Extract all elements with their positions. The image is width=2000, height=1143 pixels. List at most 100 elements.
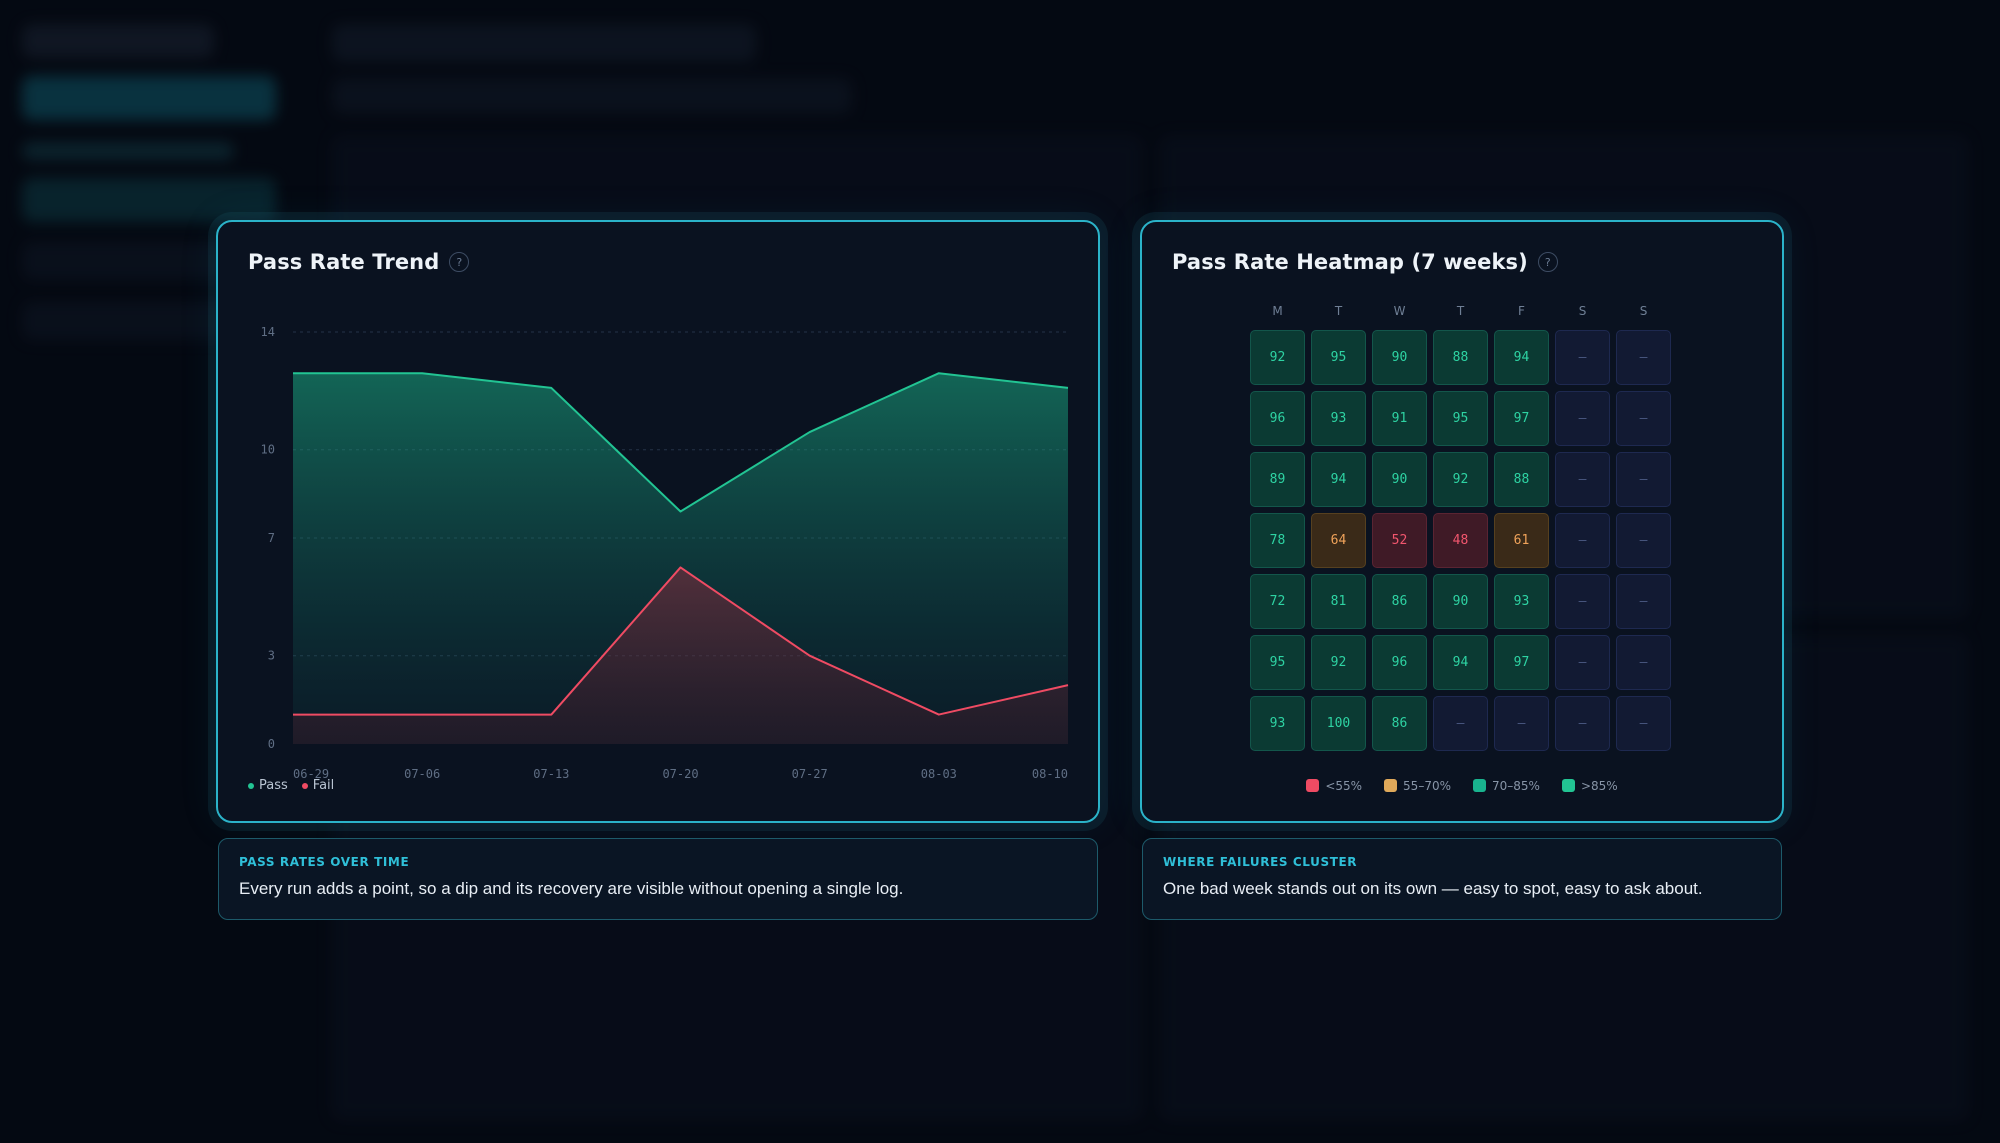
legend-item: >85% (1561, 779, 1618, 793)
heatmap-grid: 92 95 90 88 94– –96 93 91 95 97– –89 94 90 92 88– –78 64… (1250, 330, 1671, 751)
legend-item: 70–85% (1473, 779, 1540, 793)
heatmap-card-title: Pass Rate Heatmap (7 weeks) ? (1172, 250, 1558, 274)
trend-caption: PASS RATES OVER TIME Every run adds a po… (218, 838, 1098, 920)
heatmap-day-headers: M T W T F S S (1250, 304, 1671, 318)
heatmap-cell[interactable]: 81 (1311, 574, 1366, 629)
heatmap-cell[interactable]: 72 (1250, 574, 1305, 629)
heatmap-cell[interactable]: – (1616, 513, 1671, 568)
bg-subheading (332, 78, 852, 114)
day-label: F (1518, 304, 1525, 318)
heatmap-cell[interactable]: 90 (1372, 452, 1427, 507)
bg-logo (22, 24, 214, 58)
heatmap-cell[interactable]: 95 (1311, 330, 1366, 385)
heatmap-cell[interactable]: – (1555, 574, 1610, 629)
heatmap-cell[interactable]: 95 (1433, 391, 1488, 446)
heatmap-cell[interactable]: 95 (1250, 635, 1305, 690)
day-label: W (1393, 304, 1406, 318)
heatmap-legend: <55% 55–70% 70–85% >85% (1142, 779, 1782, 793)
help-icon[interactable]: ? (449, 252, 470, 272)
heatmap-cell[interactable]: 94 (1433, 635, 1488, 690)
heatmap-cell[interactable]: 93 (1250, 696, 1305, 751)
x-tick-label: 07-13 (533, 767, 569, 781)
heatmap-cell[interactable]: – (1555, 635, 1610, 690)
heatmap-cell[interactable]: – (1616, 452, 1671, 507)
day-label: S (1578, 304, 1587, 318)
bg-nav-active (22, 76, 276, 120)
heatmap-cell[interactable]: 92 (1433, 452, 1488, 507)
fail-area (293, 567, 1068, 744)
pass-line (293, 372, 1069, 513)
y-tick-label: 0 (268, 737, 275, 751)
heatmap-cell[interactable]: 90 (1433, 574, 1488, 629)
heatmap-cell[interactable]: – (1494, 696, 1549, 751)
heatmap-cell[interactable]: 88 (1494, 452, 1549, 507)
heatmap-cell[interactable]: 92 (1250, 330, 1305, 385)
bg-nav-item (22, 142, 234, 160)
caption-kicker: WHERE FAILURES CLUSTER (1163, 855, 1358, 869)
swatch-icon (1561, 779, 1575, 792)
heatmap-cell[interactable]: 93 (1494, 574, 1549, 629)
heatmap-cell[interactable]: 86 (1372, 696, 1427, 751)
heatmap-cell[interactable]: 88 (1433, 330, 1488, 385)
heatmap-cell[interactable]: – (1616, 635, 1671, 690)
pass-dot-icon (248, 782, 254, 789)
heatmap-cell[interactable]: 52 (1372, 513, 1427, 568)
fail-line (293, 566, 1069, 716)
heatmap-cell[interactable]: – (1555, 452, 1610, 507)
heatmap-cell[interactable]: 97 (1494, 635, 1549, 690)
heatmap-cell[interactable]: 86 (1372, 574, 1427, 629)
trend-card-title: Pass Rate Trend ? (248, 250, 470, 274)
heatmap-cell[interactable]: – (1555, 330, 1610, 385)
heatmap-cell[interactable]: – (1616, 391, 1671, 446)
heatmap-cell[interactable]: – (1555, 696, 1610, 751)
x-tick-label: 08-10 (1032, 767, 1068, 781)
legend-item: <55% (1306, 779, 1362, 793)
swatch-icon (1384, 779, 1398, 792)
legend-item: 55–70% (1384, 779, 1451, 793)
heatmap-cell[interactable]: 96 (1250, 391, 1305, 446)
heatmap-cell[interactable]: 64 (1311, 513, 1366, 568)
caption-kicker: PASS RATES OVER TIME (239, 855, 410, 869)
heatmap-cell[interactable]: 90 (1372, 330, 1427, 385)
heatmap-cell[interactable]: 89 (1250, 452, 1305, 507)
trend-legend: Pass Fail (248, 778, 334, 793)
heatmap-cell[interactable]: 97 (1494, 391, 1549, 446)
y-tick-label: 10 (261, 443, 275, 457)
heatmap-cell[interactable]: – (1433, 696, 1488, 751)
pass-rate-heatmap-card: Pass Rate Heatmap (7 weeks) ? M T W T F … (1140, 220, 1784, 823)
heatmap-cell[interactable]: – (1616, 330, 1671, 385)
day-label: S (1639, 304, 1648, 318)
help-icon[interactable]: ? (1537, 252, 1558, 272)
heatmap-cell[interactable]: 94 (1494, 330, 1549, 385)
heatmap-cell[interactable]: 78 (1250, 513, 1305, 568)
heatmap-cell[interactable]: – (1616, 696, 1671, 751)
heatmap-cell[interactable]: 96 (1372, 635, 1427, 690)
heatmap-cell[interactable]: 48 (1433, 513, 1488, 568)
heatmap-cell[interactable]: 94 (1311, 452, 1366, 507)
y-tick-label: 3 (268, 649, 275, 663)
y-tick-label: 7 (268, 531, 275, 545)
caption-text: Every run adds a point, so a dip and its… (239, 879, 904, 898)
y-tick-label: 14 (261, 325, 275, 339)
x-tick-label: 07-27 (792, 767, 828, 781)
bg-heading (332, 24, 756, 62)
heatmap-title-text: Pass Rate Heatmap (7 weeks) (1172, 250, 1528, 274)
day-label: T (1334, 304, 1343, 318)
heatmap-cell[interactable]: 100 (1311, 696, 1366, 751)
heatmap-cell[interactable]: – (1616, 574, 1671, 629)
heatmap-cell[interactable]: 93 (1311, 391, 1366, 446)
fail-dot-icon (301, 782, 308, 789)
swatch-icon (1473, 779, 1486, 792)
heatmap-cell[interactable]: 91 (1372, 391, 1427, 446)
x-tick-label: 07-06 (404, 767, 440, 781)
heatmap-cell[interactable]: 92 (1311, 635, 1366, 690)
heatmap-cell[interactable]: 61 (1494, 513, 1549, 568)
trend-title-text: Pass Rate Trend (248, 250, 440, 274)
pass-rate-trend-chart: 14 10 7 3 0 06-29 07-06 07-13 07-20 07-27 08-03 08-… (261, 325, 1069, 781)
day-label: M (1272, 304, 1283, 318)
x-tick-label: 06-29 (293, 767, 329, 781)
heatmap-cell[interactable]: – (1555, 391, 1610, 446)
heatmap-cell[interactable]: – (1555, 513, 1610, 568)
day-label: T (1456, 304, 1465, 318)
x-tick-label: 07-20 (662, 767, 698, 781)
